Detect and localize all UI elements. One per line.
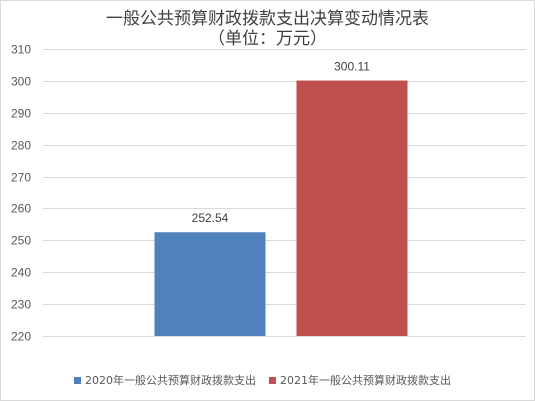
chart-subtitle: （单位：万元） xyxy=(208,29,327,49)
legend-swatch-1 xyxy=(74,377,81,384)
data-labels: 252.54 300.11 xyxy=(192,60,371,226)
data-label-1: 252.54 xyxy=(192,211,229,225)
y-tick-label-290: 290 xyxy=(11,107,31,121)
legend-swatch-2 xyxy=(269,377,276,384)
legend-label-1: 2020年一般公共预算财政拨款支出 xyxy=(85,373,256,387)
y-tick-label-230: 230 xyxy=(11,298,31,312)
y-tick-label-220: 220 xyxy=(11,330,31,344)
bar-2 xyxy=(296,80,408,336)
gridlines xyxy=(43,49,526,337)
chart-title: 一般公共预算财政拨款支出决算变动情况表 xyxy=(106,9,429,29)
y-tick-label-260: 260 xyxy=(11,202,31,216)
legend-label-2: 2021年一般公共预算财政拨款支出 xyxy=(280,373,451,387)
y-tick-label-240: 240 xyxy=(11,266,31,280)
data-label-2: 300.11 xyxy=(334,60,370,74)
y-tick-label-280: 280 xyxy=(11,139,31,153)
y-tick-label-250: 250 xyxy=(11,234,31,248)
bars xyxy=(154,80,408,336)
y-tick-label-270: 270 xyxy=(11,171,31,185)
y-tick-label-300: 300 xyxy=(11,75,31,89)
y-axis-tick-labels: 220 230 240 250 260 270 280 290 300 310 xyxy=(11,43,31,344)
bar-1 xyxy=(154,232,266,336)
y-tick-label-310: 310 xyxy=(11,43,31,57)
legend: 2020年一般公共预算财政拨款支出 2021年一般公共预算财政拨款支出 xyxy=(74,373,451,387)
